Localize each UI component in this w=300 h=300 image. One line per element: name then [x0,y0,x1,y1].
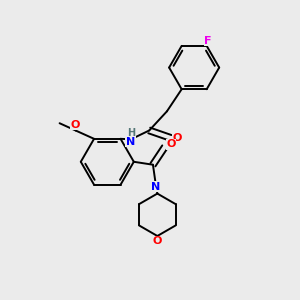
Text: N: N [151,182,160,192]
Text: N: N [126,136,135,147]
Text: F: F [204,36,212,46]
Text: O: O [70,120,80,130]
Text: O: O [172,133,182,143]
Text: H: H [127,128,135,138]
Text: O: O [167,139,176,149]
Text: O: O [153,236,162,246]
